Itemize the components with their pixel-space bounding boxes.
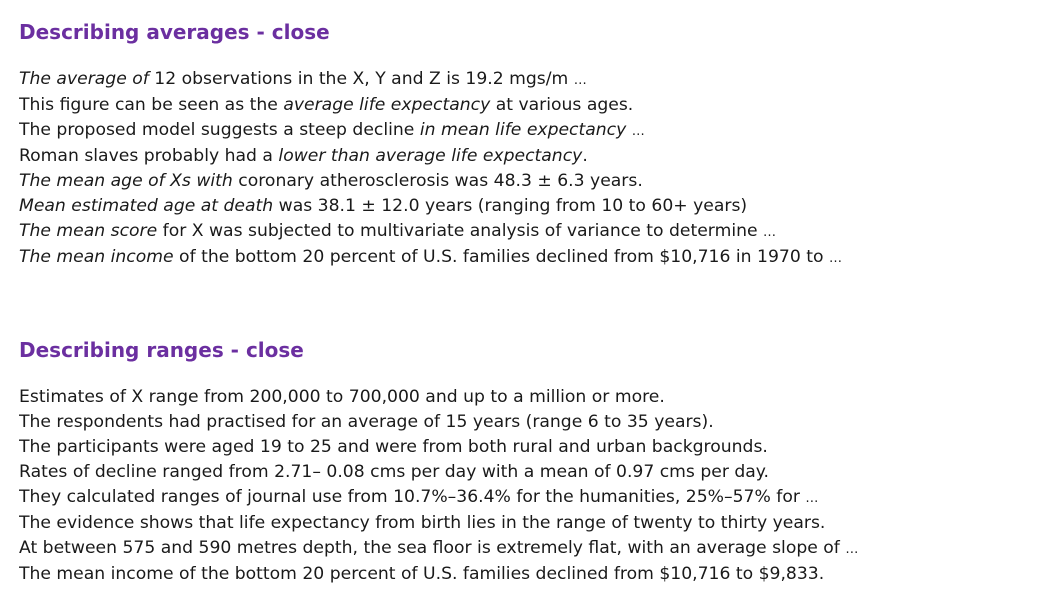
- phrase-line: The evidence shows that life expectancy …: [19, 511, 1036, 536]
- phrase-ellipsis: …: [828, 251, 842, 266]
- phrase-italic-text: The mean age of Xs with: [19, 171, 233, 191]
- phrase-text: of the bottom 20 percent of U.S. familie…: [173, 247, 829, 267]
- phrase-text: The participants were aged 19 to 25 and …: [19, 437, 768, 457]
- phrase-text: Roman slaves probably had a: [19, 146, 279, 166]
- phrase-ellipsis: …: [573, 73, 587, 88]
- averages-phrase-list: The average of 12 observations in the X,…: [19, 67, 1036, 271]
- phrase-line: They calculated ranges of journal use fr…: [19, 485, 1036, 511]
- phrase-italic-text: lower than average life expectancy: [278, 146, 583, 166]
- phrase-text: for X was subjected to multivariate anal…: [157, 221, 764, 241]
- phrase-line: The participants were aged 19 to 25 and …: [19, 435, 1036, 460]
- phrase-text: They calculated ranges of journal use fr…: [19, 487, 806, 507]
- phrase-line: The average of 12 observations in the X,…: [19, 67, 1036, 93]
- phrase-line: Mean estimated age at death was 38.1 ± 1…: [19, 194, 1036, 219]
- phrase-line: The respondents had practised for an ave…: [19, 410, 1036, 435]
- phrase-line: Rates of decline ranged from 2.71– 0.08 …: [19, 460, 1036, 485]
- averages-section: Describing averages - close The average …: [19, 18, 1036, 271]
- phrase-italic-text: The mean score: [19, 221, 158, 241]
- phrase-italic-text: The average of: [19, 69, 149, 89]
- phrase-italic-text: in mean life expectancy: [419, 120, 627, 140]
- phrase-text: The proposed model suggests a steep decl…: [19, 120, 420, 140]
- phrase-text: 12 observations in the X, Y and Z is 19.…: [148, 69, 574, 89]
- ranges-heading: Describing ranges - close: [19, 338, 304, 362]
- phrase-line: Estimates of X range from 200,000 to 700…: [19, 385, 1036, 410]
- phrase-text: The mean income of the bottom 20 percent…: [19, 564, 825, 584]
- ranges-phrase-list: Estimates of X range from 200,000 to 700…: [19, 385, 1036, 587]
- phrase-text: The respondents had practised for an ave…: [19, 412, 714, 432]
- phrase-text: This figure can be seen as the: [19, 95, 284, 115]
- phrase-text: Estimates of X range from 200,000 to 700…: [19, 387, 665, 407]
- phrase-text: At between 575 and 590 metres depth, the…: [19, 538, 846, 558]
- phrase-line: At between 575 and 590 metres depth, the…: [19, 536, 1036, 562]
- phrase-line: Roman slaves probably had a lower than a…: [19, 144, 1036, 169]
- phrase-text: coronary atherosclerosis was 48.3 ± 6.3 …: [232, 171, 643, 191]
- phrase-ellipsis: …: [631, 124, 645, 139]
- phrase-text: Rates of decline ranged from 2.71– 0.08 …: [19, 462, 769, 482]
- phrase-ellipsis: …: [845, 542, 859, 557]
- phrase-line: The mean income of the bottom 20 percent…: [19, 562, 1036, 587]
- phrase-line: This figure can be seen as the average l…: [19, 93, 1036, 118]
- phrase-line: The mean score for X was subjected to mu…: [19, 219, 1036, 245]
- phrase-italic-text: average life expectancy: [283, 95, 491, 115]
- phrase-text: at various ages.: [490, 95, 634, 115]
- phrase-line: The mean income of the bottom 20 percent…: [19, 245, 1036, 271]
- phrase-ellipsis: …: [805, 491, 819, 506]
- ranges-section: Describing ranges - close Estimates of X…: [19, 336, 1036, 587]
- phrase-italic-text: Mean estimated age at death: [19, 196, 274, 216]
- phrase-text: .: [582, 146, 588, 166]
- phrase-text: The evidence shows that life expectancy …: [19, 513, 826, 533]
- averages-heading: Describing averages - close: [19, 20, 330, 44]
- phrase-line: The proposed model suggests a steep decl…: [19, 118, 1036, 144]
- phrase-text: was 38.1 ± 12.0 years (ranging from 10 t…: [273, 196, 748, 216]
- phrase-ellipsis: …: [763, 225, 777, 240]
- phrase-italic-text: The mean income: [19, 247, 174, 267]
- phrase-line: The mean age of Xs with coronary atheros…: [19, 169, 1036, 194]
